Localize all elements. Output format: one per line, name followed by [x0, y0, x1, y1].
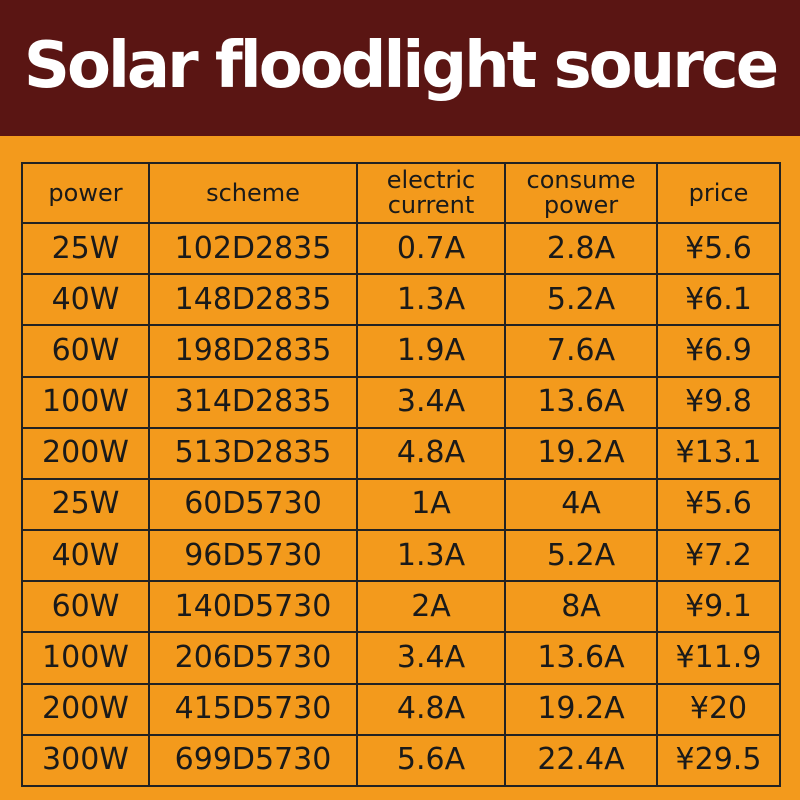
cell-current: 1A [356, 477, 506, 532]
cell-power: 40W [21, 529, 150, 583]
cell-current: 0.7A [356, 221, 506, 276]
cell-price: ¥9.1 [656, 580, 781, 634]
table-row: 60W 140D5730 2A 8A ¥9.1 [21, 580, 781, 634]
cell-power: 200W [21, 682, 150, 736]
cell-consume: 8A [504, 580, 658, 634]
header-scheme: scheme [148, 162, 358, 224]
cell-power: 300W [21, 733, 150, 788]
cell-consume: 2.8A [504, 221, 658, 276]
table-row: 200W 513D2835 4.8A 19.2A ¥13.1 [21, 426, 781, 480]
table-row: 300W 699D5730 5.6A 22.4A ¥29.5 [21, 733, 781, 788]
title-banner: Solar floodlight source [0, 0, 800, 136]
header-row: power scheme electric current consume po… [21, 162, 781, 224]
cell-power: 100W [21, 631, 150, 685]
cell-power: 200W [21, 426, 150, 480]
cell-scheme: 699D5730 [148, 733, 358, 788]
header-consume-line2: power [543, 191, 619, 219]
cell-current: 1.3A [356, 529, 506, 583]
table-row: 60W 198D2835 1.9A 7.6A ¥6.9 [21, 324, 781, 378]
table-row: 200W 415D5730 4.8A 19.2A ¥20 [21, 682, 781, 736]
cell-consume: 5.2A [504, 273, 658, 327]
cell-scheme: 60D5730 [148, 477, 358, 532]
cell-current: 4.8A [356, 426, 506, 480]
cell-price: ¥9.8 [656, 375, 781, 429]
cell-scheme: 96D5730 [148, 529, 358, 583]
cell-scheme: 415D5730 [148, 682, 358, 736]
header-consume-power: consume power [504, 162, 658, 224]
cell-scheme: 198D2835 [148, 324, 358, 378]
cell-consume: 13.6A [504, 631, 658, 685]
table-row: 25W 102D2835 0.7A 2.8A ¥5.6 [21, 221, 781, 276]
header-consume-line1: consume [526, 166, 636, 194]
cell-consume: 5.2A [504, 529, 658, 583]
cell-price: ¥5.6 [656, 221, 781, 276]
cell-current: 4.8A [356, 682, 506, 736]
cell-price: ¥20 [656, 682, 781, 736]
cell-consume: 19.2A [504, 426, 658, 480]
header-price: price [656, 162, 781, 224]
table-row: 100W 314D2835 3.4A 13.6A ¥9.8 [21, 375, 781, 429]
cell-scheme: 140D5730 [148, 580, 358, 634]
header-current-line1: electric [386, 166, 476, 194]
cell-power: 60W [21, 580, 150, 634]
cell-power: 60W [21, 324, 150, 378]
cell-scheme: 206D5730 [148, 631, 358, 685]
cell-price: ¥11.9 [656, 631, 781, 685]
cell-power: 100W [21, 375, 150, 429]
cell-current: 1.9A [356, 324, 506, 378]
cell-power: 40W [21, 273, 150, 327]
cell-consume: 13.6A [504, 375, 658, 429]
table-row: 40W 96D5730 1.3A 5.2A ¥7.2 [21, 529, 781, 583]
cell-price: ¥29.5 [656, 733, 781, 788]
cell-current: 3.4A [356, 375, 506, 429]
cell-current: 2A [356, 580, 506, 634]
cell-power: 25W [21, 221, 150, 276]
table-row: 100W 206D5730 3.4A 13.6A ¥11.9 [21, 631, 781, 685]
cell-consume: 7.6A [504, 324, 658, 378]
cell-current: 1.3A [356, 273, 506, 327]
cell-scheme: 102D2835 [148, 221, 358, 276]
cell-scheme: 148D2835 [148, 273, 358, 327]
header-current-line2: current [387, 191, 475, 219]
cell-price: ¥6.1 [656, 273, 781, 327]
cell-price: ¥13.1 [656, 426, 781, 480]
cell-scheme: 314D2835 [148, 375, 358, 429]
table-row: 25W 60D5730 1A 4A ¥5.6 [21, 477, 781, 532]
price-table: power scheme electric current consume po… [21, 162, 781, 788]
cell-consume: 22.4A [504, 733, 658, 788]
cell-price: ¥5.6 [656, 477, 781, 532]
cell-power: 25W [21, 477, 150, 532]
cell-current: 5.6A [356, 733, 506, 788]
header-electric-current: electric current [356, 162, 506, 224]
header-power: power [21, 162, 150, 224]
cell-consume: 19.2A [504, 682, 658, 736]
cell-current: 3.4A [356, 631, 506, 685]
cell-consume: 4A [504, 477, 658, 532]
cell-price: ¥7.2 [656, 529, 781, 583]
table-row: 40W 148D2835 1.3A 5.2A ¥6.1 [21, 273, 781, 327]
cell-scheme: 513D2835 [148, 426, 358, 480]
page-title: Solar floodlight source [23, 29, 779, 103]
cell-price: ¥6.9 [656, 324, 781, 378]
